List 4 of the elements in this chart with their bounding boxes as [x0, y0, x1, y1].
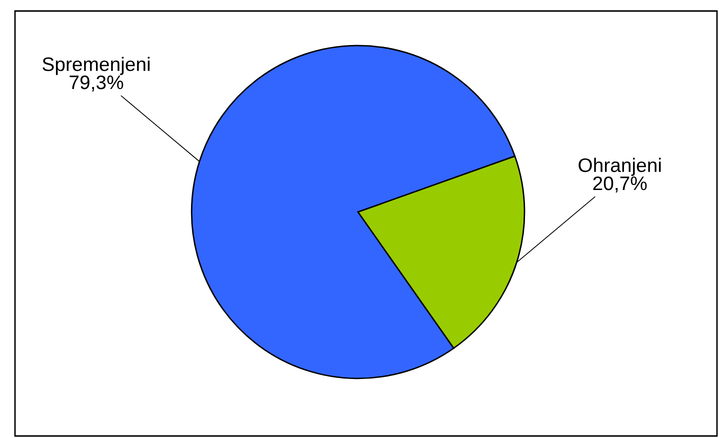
data-label: 79,3%: [70, 75, 124, 92]
slice-label: Ohranjeni: [578, 158, 661, 176]
data-label: 20,7%: [593, 176, 647, 193]
slice-label: Spremenjeni: [42, 56, 150, 75]
